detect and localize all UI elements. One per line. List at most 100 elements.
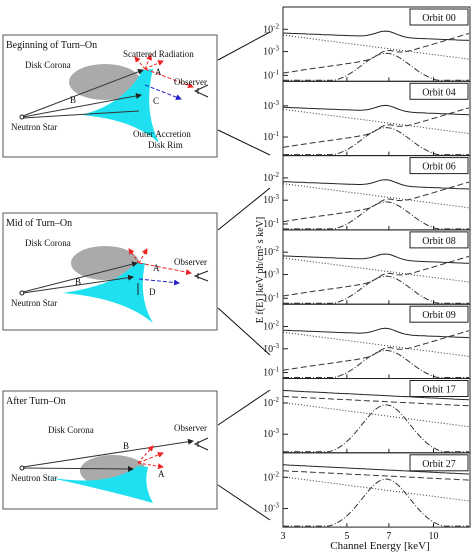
tick-base: 10 — [263, 269, 273, 280]
label: Disk Corona — [48, 425, 94, 435]
label: A — [158, 469, 165, 479]
tick-base: 10 — [263, 24, 273, 35]
label: D — [149, 287, 156, 297]
tick-exp: -2 — [273, 470, 279, 478]
y-tick-label: 10-2 — [263, 171, 279, 184]
panel-label: Orbit 06 — [422, 162, 456, 173]
tick-base: 10 — [263, 398, 273, 409]
tick-exp: -1 — [273, 291, 279, 299]
panel-label: Orbit 09 — [422, 310, 456, 321]
curve-dotted — [282, 183, 470, 209]
label: A — [153, 263, 160, 273]
disk-rim — [28, 466, 153, 503]
curve-total — [282, 104, 470, 116]
label-box — [409, 157, 469, 175]
y-tick-label: 10-1 — [263, 68, 279, 81]
tick-exp: -2 — [273, 171, 279, 179]
label: Observer — [174, 423, 207, 433]
panel-label: Orbit 04 — [422, 87, 456, 98]
label: Outer Accretion — [133, 129, 191, 139]
curve-dashdot — [283, 201, 469, 230]
curve-dashdot — [283, 127, 469, 156]
y-tick-label: 10-3 — [263, 45, 279, 58]
curve-dashdot — [283, 52, 469, 81]
label: C — [153, 96, 159, 106]
curve-total — [282, 390, 470, 401]
tick-exp: -1 — [273, 68, 279, 76]
disk-rim — [81, 69, 159, 143]
tick-exp: -2 — [273, 245, 279, 253]
y-axis-title: E f(E) [keV ph/cm² s keV] — [255, 217, 266, 323]
y-tick-label: 10-3 — [263, 342, 279, 355]
y-tick-label: 10-1 — [263, 217, 279, 230]
tick-exp: -3 — [273, 99, 279, 107]
tick-exp: -3 — [273, 45, 279, 53]
curve-dotted — [282, 331, 470, 357]
tick-exp: -3 — [273, 193, 279, 201]
curve-total — [282, 464, 470, 475]
label: Observer — [174, 257, 207, 267]
tick-base: 10 — [263, 195, 273, 206]
label-box — [409, 82, 469, 100]
tick-base: 10 — [263, 472, 273, 483]
y-tick-label: 10-3 — [263, 99, 279, 112]
tick-base: 10 — [263, 219, 273, 230]
diagram-title: Beginning of Turn–On — [6, 40, 97, 51]
curve-total — [282, 179, 470, 190]
tick-exp: -2 — [273, 396, 279, 404]
panel-label: Orbit 17 — [422, 385, 456, 396]
y-tick-label: 10-2 — [263, 319, 279, 332]
label: Scattered Radiation — [123, 49, 194, 59]
y-tick-label: 10-2 — [263, 245, 279, 258]
label: Observer — [174, 77, 207, 87]
label: Neutron Star — [11, 473, 57, 483]
diagram-title: Mid of Turn–On — [6, 218, 72, 229]
curve-dotted — [282, 108, 470, 134]
y-tick-label: 10-3 — [263, 267, 279, 280]
tick-exp: -3 — [273, 267, 279, 275]
diagram-1: Beginning of Turn–On Scattered Radiation… — [2, 34, 218, 158]
curve-total — [282, 327, 470, 339]
tick-base: 10 — [263, 321, 273, 332]
curve-dotted — [282, 402, 470, 428]
diagram-2: Mid of Turn–On Disk Corona Observer A B … — [2, 212, 218, 331]
curve-dotted — [282, 257, 470, 283]
label: Neutron Star — [11, 122, 57, 132]
curve-total — [282, 253, 470, 264]
panel-label: Orbit 27 — [422, 459, 456, 470]
label-box — [409, 380, 469, 397]
tick-base: 10 — [263, 504, 273, 515]
tick-exp: -3 — [273, 502, 279, 510]
curve-dashdot — [283, 275, 469, 304]
y-tick-label: 10-3 — [263, 193, 279, 206]
tick-exp: -1 — [273, 217, 279, 225]
x-tick-label: 5 — [344, 531, 349, 542]
tick-base: 10 — [263, 368, 273, 379]
x-tick-label: 10 — [428, 531, 438, 542]
curve-total — [282, 30, 470, 41]
diagram-title: After Turn–On — [6, 396, 66, 407]
label: B — [70, 95, 76, 105]
curve-dotted — [282, 34, 470, 60]
y-tick-label: 10-2 — [263, 470, 279, 483]
panel-label: Orbit 00 — [422, 13, 456, 24]
label-box — [409, 305, 469, 323]
tick-base: 10 — [263, 293, 273, 304]
tick-exp: -1 — [273, 130, 279, 138]
y-tick-label: 10-1 — [263, 366, 279, 379]
label: B — [123, 441, 129, 451]
curve-dashdot — [283, 478, 469, 527]
tick-base: 10 — [263, 47, 273, 58]
x-tick-label: 7 — [386, 531, 391, 542]
label-box — [409, 231, 469, 249]
x-axis-title: Channel Energy [keV] — [330, 540, 429, 552]
label: Disk Corona — [25, 238, 71, 248]
curve-dashdot — [283, 349, 469, 378]
tick-base: 10 — [263, 70, 273, 81]
y-tick-label: 10-3 — [263, 427, 279, 440]
curve-dashed — [282, 470, 470, 481]
tick-exp: -2 — [273, 22, 279, 30]
tick-base: 10 — [263, 173, 273, 184]
